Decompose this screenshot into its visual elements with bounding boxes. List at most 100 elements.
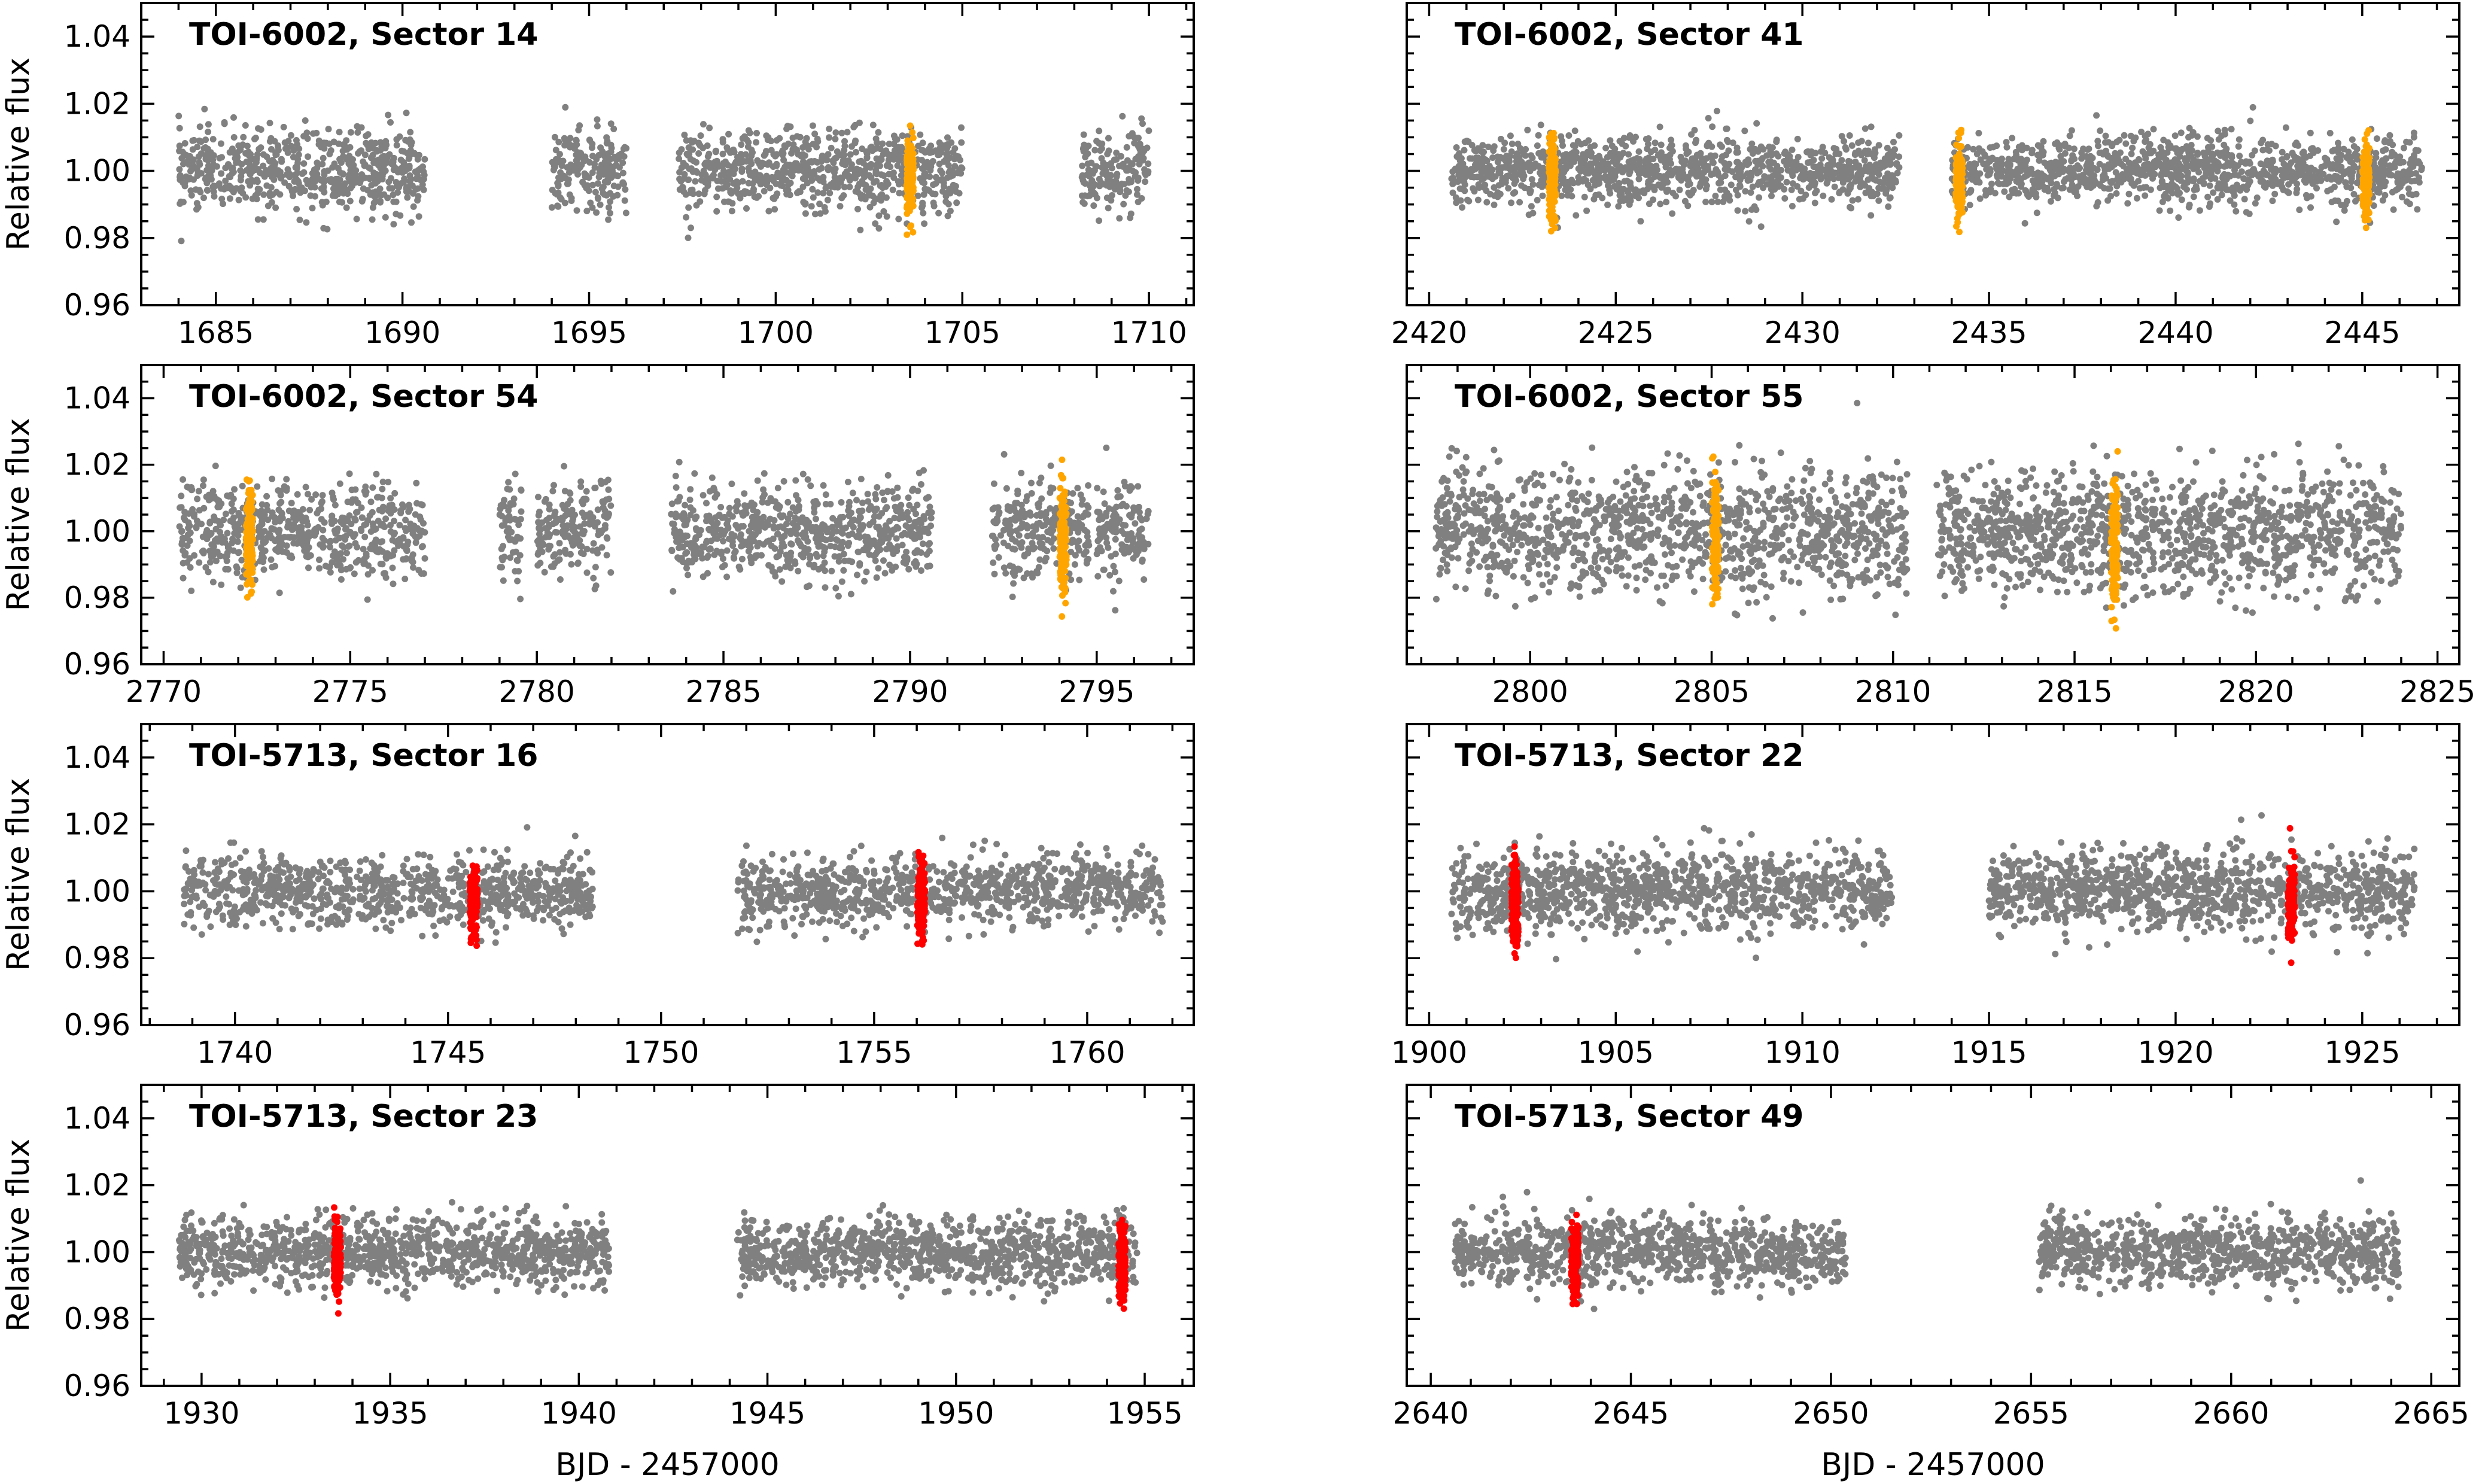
flux-point [1585, 170, 1592, 177]
flux-point [331, 191, 338, 199]
flux-point [2347, 184, 2355, 191]
flux-point [361, 161, 369, 168]
flux-point [2122, 140, 2130, 147]
transit-point [1957, 129, 1964, 136]
flux-point [359, 196, 366, 203]
flux-point [1631, 186, 1638, 193]
flux-point [866, 191, 872, 199]
flux-point [1605, 182, 1611, 189]
flux-point [838, 129, 845, 136]
flux-point [757, 181, 764, 188]
flux-point [2399, 180, 2406, 187]
flux-point [808, 203, 815, 210]
flux-point [1616, 180, 1623, 187]
flux-point [1821, 150, 1829, 156]
flux-point [377, 139, 384, 146]
flux-point [1607, 137, 1614, 144]
flux-point [2029, 186, 2036, 193]
flux-point [754, 157, 761, 164]
flux-point [1998, 173, 2005, 180]
flux-point [1105, 135, 1112, 142]
flux-point [875, 212, 883, 219]
flux-point [2400, 144, 2407, 151]
flux-point [1575, 179, 1581, 186]
flux-point [1861, 157, 1868, 164]
flux-point [883, 213, 890, 220]
flux-point [811, 168, 818, 175]
flux-point [1831, 169, 1838, 177]
flux-point [1651, 186, 1658, 193]
flux-point [1789, 203, 1796, 209]
flux-point [1720, 198, 1727, 205]
transit-points [903, 122, 917, 238]
flux-point [1528, 176, 1535, 183]
flux-point [1733, 144, 1741, 151]
flux-point [282, 145, 289, 152]
flux-point [337, 159, 345, 166]
flux-point [1485, 144, 1492, 150]
transit-point [907, 223, 914, 230]
flux-point [266, 157, 273, 165]
flux-point [2116, 136, 2123, 144]
flux-point [1692, 139, 1699, 146]
flux-point [2333, 218, 2340, 226]
flux-point [847, 165, 854, 172]
flux-point [394, 189, 402, 196]
flux-point [699, 144, 707, 151]
flux-point [765, 208, 772, 215]
flux-point [755, 193, 762, 200]
flux-point [944, 141, 951, 148]
flux-point [610, 126, 618, 132]
flux-point [2168, 160, 2176, 167]
flux-point [702, 177, 708, 184]
flux-point [293, 163, 300, 170]
flux-point [2015, 190, 2022, 197]
flux-point [2264, 146, 2271, 153]
flux-point [1872, 177, 1879, 184]
flux-point [2137, 166, 2144, 174]
flux-point [2242, 160, 2249, 167]
flux-point [221, 119, 228, 126]
flux-point [1774, 162, 1781, 169]
x-tick-label: 1705 [924, 315, 1000, 350]
flux-point [377, 199, 384, 206]
flux-point [237, 584, 244, 591]
flux-point [679, 184, 686, 191]
flux-point [799, 183, 807, 190]
flux-point [1116, 215, 1123, 222]
flux-point [1567, 162, 1574, 169]
transit-point [1959, 209, 1966, 216]
flux-point [591, 164, 598, 171]
flux-point [880, 208, 887, 215]
flux-point [713, 208, 720, 215]
flux-point [720, 160, 727, 167]
flux-point [1099, 181, 1106, 188]
flux-point [2085, 145, 2092, 153]
flux-point [2022, 159, 2029, 166]
flux-point [1721, 160, 1728, 166]
flux-point [879, 140, 886, 147]
flux-point [2101, 150, 2109, 157]
flux-point [552, 147, 559, 154]
flux-point [713, 193, 720, 200]
flux-point [829, 157, 837, 164]
flux-point [1127, 177, 1134, 184]
flux-point [287, 171, 294, 178]
flux-point [1096, 140, 1103, 147]
flux-point [1474, 174, 1481, 181]
flux-point [607, 163, 614, 170]
flux-point [2206, 182, 2213, 189]
flux-point [2412, 170, 2419, 177]
flux-point [1455, 178, 1462, 185]
flux-point [2279, 156, 2286, 163]
flux-point [816, 200, 823, 208]
flux-point [945, 200, 952, 208]
flux-point [2243, 186, 2250, 193]
flux-point [786, 191, 793, 199]
flux-point [2066, 132, 2073, 139]
flux-point [1124, 167, 1131, 174]
flux-point [1644, 156, 1651, 163]
flux-point [611, 172, 618, 179]
